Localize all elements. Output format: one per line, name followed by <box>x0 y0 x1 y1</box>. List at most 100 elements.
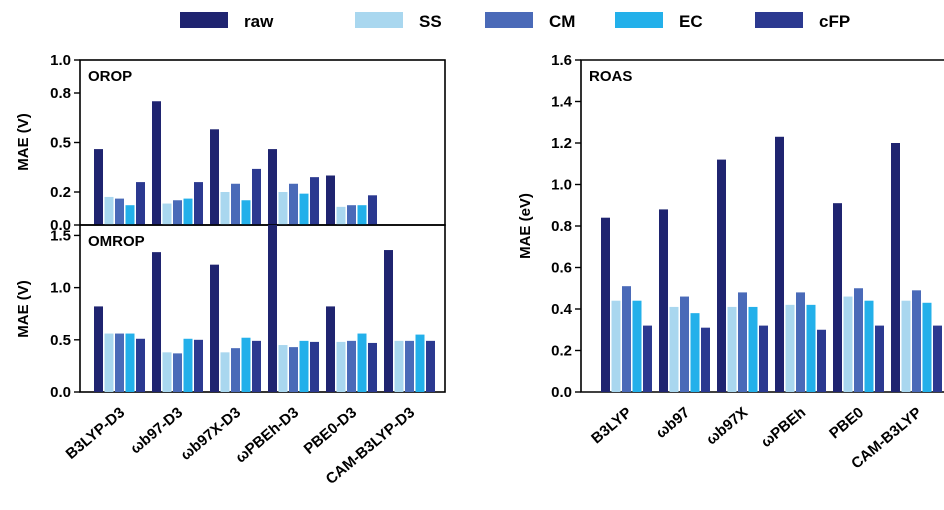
bar-cm-4 <box>347 340 356 392</box>
bar-raw-5 <box>891 143 900 392</box>
bar-ss-4 <box>336 341 346 392</box>
bar-raw-1 <box>152 252 161 392</box>
bar-cfp-0 <box>136 182 145 225</box>
bar-ec-1 <box>183 338 193 392</box>
bar-raw-0 <box>601 217 610 392</box>
y-tick-label: 1.4 <box>551 94 573 111</box>
bar-cm-5 <box>912 290 921 392</box>
y-axis-title-orop: MAE (V) <box>15 113 32 171</box>
bar-ss-5 <box>901 300 911 392</box>
category-label: PBE0-D3 <box>301 404 360 458</box>
bar-raw-4 <box>326 175 335 225</box>
bar-cm-3 <box>796 292 805 392</box>
bar-cfp-3 <box>310 177 319 225</box>
y-tick-label: 1.0 <box>551 177 572 194</box>
bar-cfp-2 <box>759 325 768 392</box>
chart-panel-orop: 0.0 0.2 0.5 0.8 1.0 OROP <box>50 52 446 234</box>
category-label: ωPBEh <box>758 404 809 451</box>
legend-item-cm: CM <box>485 12 575 31</box>
bar-cm-4 <box>347 205 356 225</box>
bar-ec-3 <box>806 304 816 392</box>
bar-cm-0 <box>115 198 124 225</box>
bar-raw-2 <box>210 129 219 225</box>
y-tick-label: 0.8 <box>50 85 71 102</box>
bar-cm-1 <box>173 353 182 392</box>
bar-ec-0 <box>125 205 135 225</box>
legend-swatch <box>485 12 533 28</box>
panel-title: ROAS <box>589 68 632 85</box>
bar-raw-4 <box>326 306 335 392</box>
y-tick-label: 0.0 <box>50 384 71 401</box>
chart-panel-roas: 0.0 0.2 0.4 0.6 0.8 1.0 1.2 1.4 1.6 ROAS B3LYP ωb97… <box>551 52 944 472</box>
y-tick-label: 1.0 <box>50 280 71 297</box>
bar-ss-1 <box>162 352 172 392</box>
y-tick-label: 1.5 <box>50 227 71 244</box>
panel-title: OMROP <box>88 233 145 250</box>
bar-raw-3 <box>775 136 784 392</box>
bar-ss-5 <box>394 340 404 392</box>
bar-ec-0 <box>632 300 642 392</box>
legend-label: CM <box>549 12 575 31</box>
bar-ec-4 <box>864 300 874 392</box>
y-tick-label: 1.0 <box>50 52 71 69</box>
y-tick-label: 0.8 <box>551 218 572 235</box>
bar-ec-1 <box>183 198 193 225</box>
bar-raw-4 <box>833 203 842 392</box>
bar-cm-2 <box>231 183 240 225</box>
y-tick-label: 0.2 <box>50 184 71 201</box>
legend-swatch <box>755 12 803 28</box>
bar-cm-2 <box>738 292 747 392</box>
plot-frame <box>79 224 446 393</box>
category-label: ωb97-D3 <box>127 404 186 457</box>
category-label: ωPBEh-D3 <box>232 404 302 466</box>
bar-cm-1 <box>173 200 182 225</box>
category-label: B3LYP <box>588 404 635 447</box>
y-axis-title-omrop: MAE (V) <box>15 280 32 338</box>
legend-item-cfp: cFP <box>755 12 850 31</box>
plot-frame <box>79 59 446 226</box>
legend-item-ss: SS <box>355 12 442 31</box>
bar-cm-0 <box>115 333 124 392</box>
bar-raw-1 <box>152 101 161 225</box>
bar-ec-4 <box>357 205 367 225</box>
bar-ec-5 <box>922 302 932 392</box>
bar-cfp-0 <box>136 338 145 392</box>
bar-cfp-1 <box>194 339 203 392</box>
bar-cm-3 <box>289 183 298 225</box>
bar-ss-4 <box>843 296 853 392</box>
legend-label: cFP <box>819 12 850 31</box>
category-label: ωb97 <box>653 404 693 442</box>
y-tick-label: 1.2 <box>551 135 572 152</box>
bar-cm-2 <box>231 348 240 392</box>
bar-raw-3 <box>268 149 277 225</box>
legend-swatch <box>615 12 663 28</box>
bar-cfp-3 <box>310 341 319 392</box>
category-label: ωb97X <box>703 404 751 448</box>
bar-ss-0 <box>611 300 621 392</box>
category-label: PBE0 <box>826 404 867 442</box>
bar-cfp-5 <box>426 340 435 392</box>
bar-ec-2 <box>748 306 758 392</box>
y-tick-label: 1.6 <box>551 52 572 69</box>
legend-swatch <box>180 12 228 28</box>
bar-raw-5 <box>384 250 393 392</box>
y-tick-label: 0.0 <box>551 384 572 401</box>
legend-item-raw: raw <box>180 12 274 31</box>
bar-raw-3 <box>268 225 277 392</box>
y-tick-label: 0.0 <box>50 217 71 234</box>
y-axis-title-roas: MAE (eV) <box>517 193 534 259</box>
bar-raw-1 <box>659 209 668 392</box>
bar-cm-0 <box>622 286 631 392</box>
bar-cfp-1 <box>194 182 203 225</box>
bar-raw-0 <box>94 306 103 392</box>
bar-ss-2 <box>220 352 230 392</box>
bar-ss-3 <box>785 304 795 392</box>
panel-title: OROP <box>88 68 132 85</box>
bar-cfp-4 <box>368 195 377 225</box>
legend-label: SS <box>419 12 442 31</box>
legend-swatch <box>355 12 403 28</box>
bar-cfp-1 <box>701 327 710 392</box>
bar-raw-2 <box>717 159 726 392</box>
